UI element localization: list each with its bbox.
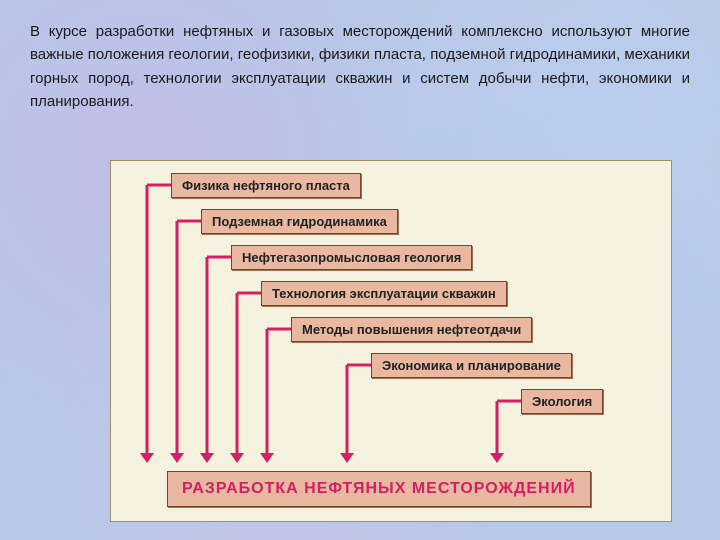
discipline-box: Методы повышения нефтеотдачи bbox=[291, 317, 532, 342]
discipline-label: Технология эксплуатации скважин bbox=[272, 286, 496, 301]
result-label: РАЗРАБОТКА НЕФТЯНЫХ МЕСТОРОЖДЕНИЙ bbox=[182, 480, 576, 497]
discipline-label: Экология bbox=[532, 394, 592, 409]
discipline-box: Экономика и планирование bbox=[371, 353, 572, 378]
discipline-label: Физика нефтяного пласта bbox=[182, 178, 350, 193]
discipline-box: Нефтегазопромысловая геология bbox=[231, 245, 472, 270]
discipline-label: Подземная гидродинамика bbox=[212, 214, 387, 229]
discipline-label: Нефтегазопромысловая геология bbox=[242, 250, 461, 265]
discipline-box: Технология эксплуатации скважин bbox=[261, 281, 507, 306]
discipline-box: Физика нефтяного пласта bbox=[171, 173, 361, 198]
discipline-box: Подземная гидродинамика bbox=[201, 209, 398, 234]
discipline-label: Экономика и планирование bbox=[382, 358, 561, 373]
disciplines-diagram: Физика нефтяного пласта Подземная гидроди… bbox=[110, 160, 672, 522]
discipline-box: Экология bbox=[521, 389, 603, 414]
result-box: РАЗРАБОТКА НЕФТЯНЫХ МЕСТОРОЖДЕНИЙ bbox=[167, 471, 591, 507]
intro-paragraph: В курсе разработки нефтяных и газовых ме… bbox=[30, 20, 690, 113]
discipline-label: Методы повышения нефтеотдачи bbox=[302, 322, 521, 337]
